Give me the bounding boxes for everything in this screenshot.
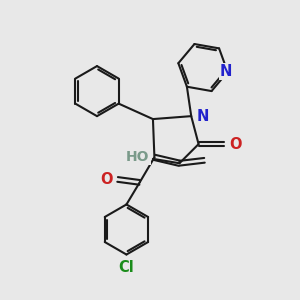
Text: N: N	[220, 64, 233, 79]
Text: O: O	[229, 136, 242, 152]
Text: O: O	[100, 172, 112, 187]
Text: N: N	[196, 109, 209, 124]
Text: HO: HO	[126, 150, 149, 164]
Text: Cl: Cl	[118, 260, 134, 275]
